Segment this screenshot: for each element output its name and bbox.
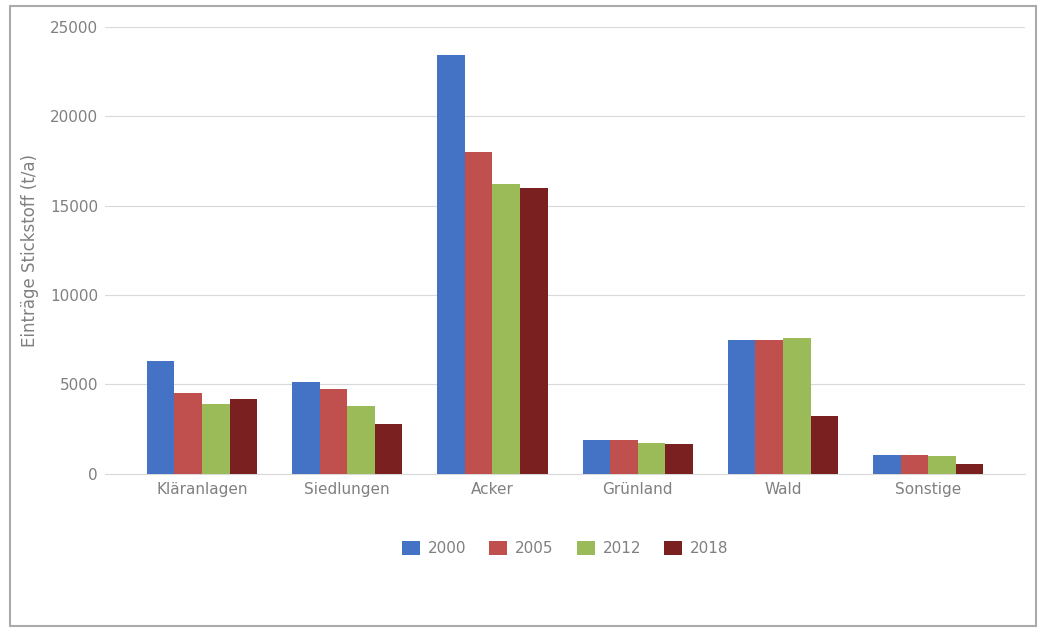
Bar bbox=[230, 399, 257, 473]
Bar bbox=[755, 341, 782, 473]
Bar bbox=[928, 456, 956, 473]
Bar bbox=[374, 425, 403, 473]
Bar bbox=[520, 188, 548, 473]
Bar bbox=[493, 184, 520, 473]
Bar bbox=[873, 455, 901, 473]
Bar bbox=[782, 337, 811, 473]
Bar bbox=[610, 440, 638, 473]
Bar bbox=[728, 341, 755, 473]
Bar bbox=[464, 152, 493, 473]
Bar bbox=[811, 416, 838, 473]
Bar bbox=[665, 444, 692, 473]
Legend: 2000, 2005, 2012, 2018: 2000, 2005, 2012, 2018 bbox=[395, 535, 734, 562]
Bar bbox=[583, 440, 610, 473]
Bar bbox=[175, 393, 202, 473]
Bar bbox=[320, 389, 347, 473]
Bar bbox=[292, 382, 320, 473]
Bar bbox=[437, 56, 464, 473]
Y-axis label: Einträge Stickstoff (t/a): Einträge Stickstoff (t/a) bbox=[21, 154, 39, 347]
Bar bbox=[901, 455, 928, 473]
Bar bbox=[956, 464, 983, 473]
Bar bbox=[347, 406, 374, 473]
Bar bbox=[638, 443, 665, 473]
Bar bbox=[202, 404, 230, 473]
Bar bbox=[146, 361, 175, 473]
